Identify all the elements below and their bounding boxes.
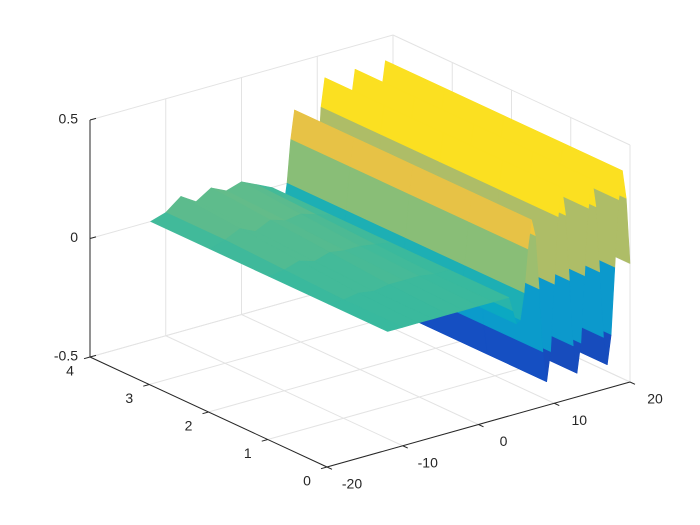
x-tick-label: 10: [571, 412, 587, 428]
y-tick: [202, 411, 209, 415]
y-tick-label: 2: [185, 418, 193, 434]
y-tick-label: 1: [244, 445, 252, 461]
surface-patch: [328, 299, 404, 332]
y-tick: [320, 466, 328, 470]
x-tick: [402, 445, 408, 449]
y-tick: [83, 356, 91, 360]
y-tick-label: 3: [125, 390, 133, 406]
z-tick: [89, 236, 97, 239]
x-tick-label: -10: [418, 454, 438, 470]
x-tick-label: 20: [647, 391, 663, 407]
grid-line: [89, 34, 394, 121]
x-tick: [554, 402, 560, 407]
z-tick: [89, 354, 97, 358]
z-tick-label: 0.5: [59, 111, 79, 127]
grid-line: [392, 34, 631, 146]
z-tick-label: -0.5: [54, 348, 78, 364]
x-tick-label: -20: [342, 476, 362, 492]
y-tick-label: 4: [66, 363, 74, 379]
x-tick: [478, 424, 484, 428]
z-tick: [89, 117, 97, 121]
x-tick: [629, 381, 636, 385]
x-tick-label: 0: [500, 433, 508, 449]
z-tick-label: 0: [70, 229, 78, 245]
y-tick-label: 0: [303, 473, 311, 489]
y-tick: [143, 384, 150, 387]
x-tick: [326, 466, 333, 470]
y-tick: [261, 439, 268, 442]
